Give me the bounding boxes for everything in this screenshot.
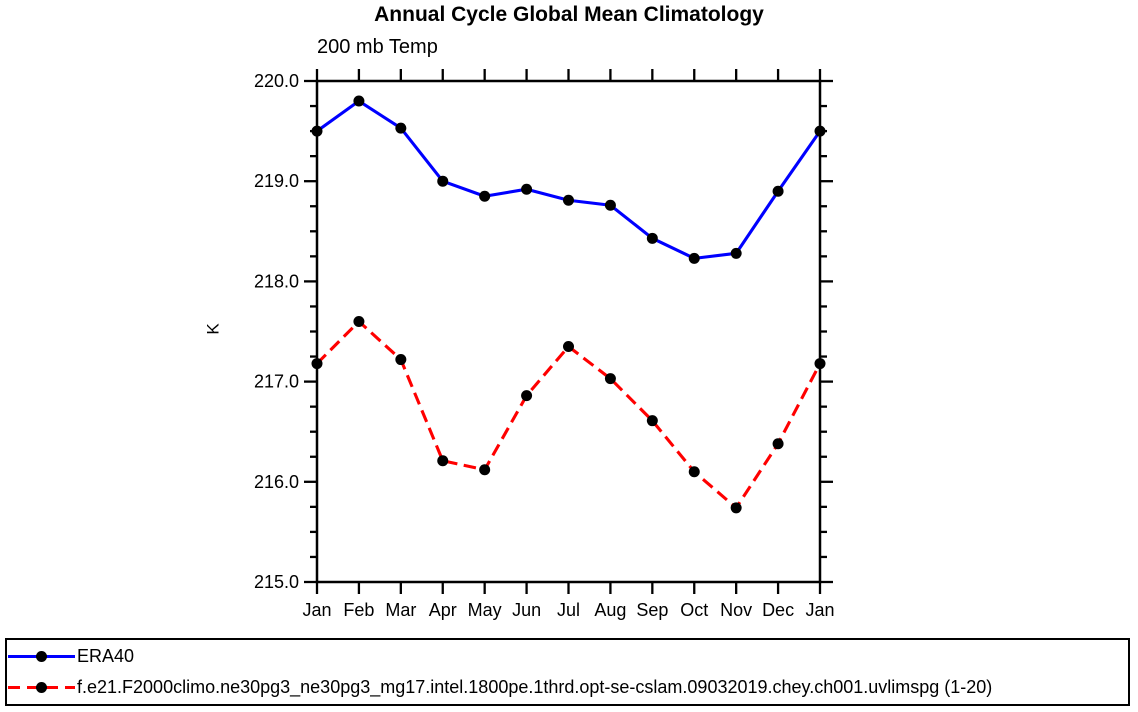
svg-text:Aug: Aug [594, 600, 626, 620]
svg-text:Oct: Oct [680, 600, 708, 620]
svg-text:Dec: Dec [762, 600, 794, 620]
legend-line-sample-era40 [8, 650, 75, 663]
svg-text:May: May [468, 600, 502, 620]
legend-marker-dot [36, 651, 47, 662]
svg-text:Feb: Feb [343, 600, 374, 620]
svg-text:Apr: Apr [429, 600, 457, 620]
svg-text:Jan: Jan [302, 600, 331, 620]
svg-text:Jun: Jun [512, 600, 541, 620]
svg-text:Nov: Nov [720, 600, 752, 620]
svg-text:Sep: Sep [636, 600, 668, 620]
svg-text:215.0: 215.0 [254, 572, 299, 592]
svg-text:220.0: 220.0 [254, 71, 299, 91]
legend-box: ERA40 f.e21.F2000climo.ne30pg3_ne30pg3_m… [5, 638, 1130, 706]
legend-line-sample-model-run [8, 681, 75, 694]
line-chart: 215.0 216.0 217.0 218.0 219.0 220.0 Jan Feb Mar A… [254, 69, 835, 620]
legend-item-era40: ERA40 [7, 641, 1128, 672]
svg-text:218.0: 218.0 [254, 271, 299, 291]
svg-text:Jul: Jul [557, 600, 580, 620]
legend-marker-dot [36, 682, 47, 693]
svg-text:Jan: Jan [805, 600, 834, 620]
legend-label-model-run: f.e21.F2000climo.ne30pg3_ne30pg3_mg17.in… [77, 677, 993, 697]
chart-subtitle: 200 mb Temp [317, 36, 438, 58]
svg-text:Mar: Mar [385, 600, 416, 620]
chart-title: Annual Cycle Global Mean Climatology [374, 3, 764, 26]
legend-item-model-run: f.e21.F2000climo.ne30pg3_ne30pg3_mg17.in… [7, 672, 1128, 703]
svg-text:219.0: 219.0 [254, 171, 299, 191]
svg-text:217.0: 217.0 [254, 372, 299, 392]
legend-label-era40: ERA40 [77, 646, 135, 666]
svg-text:216.0: 216.0 [254, 472, 299, 492]
